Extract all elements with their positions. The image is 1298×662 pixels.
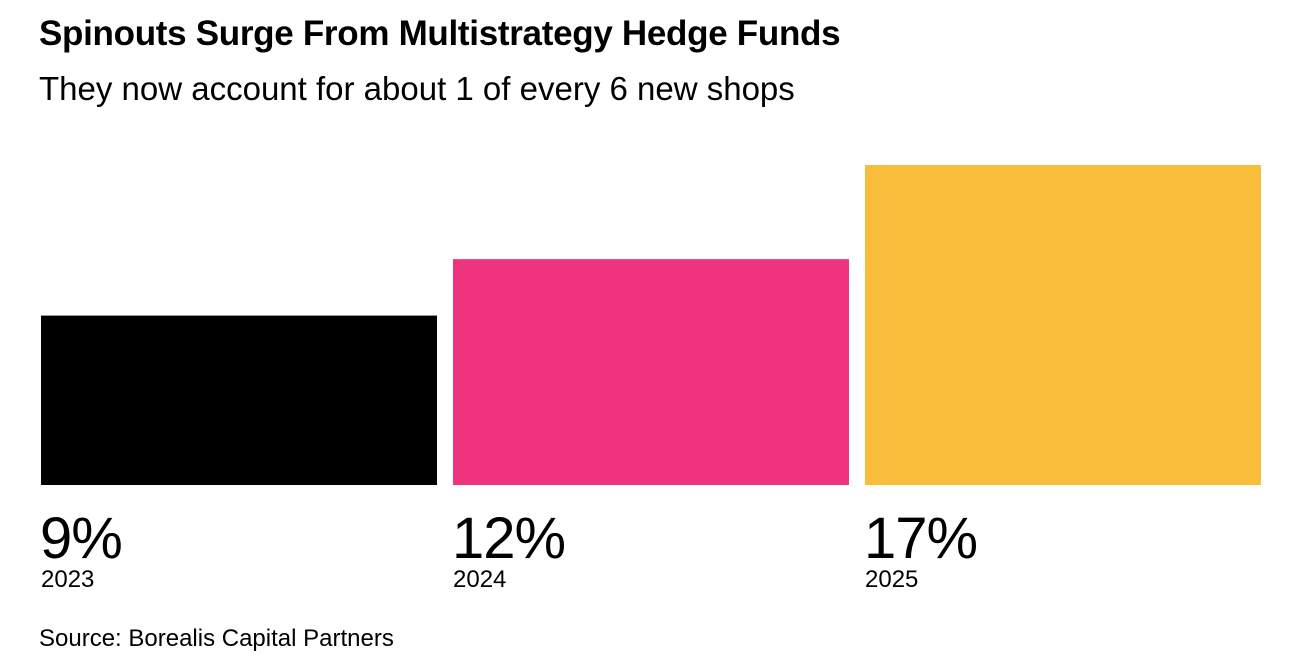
bar-2025 [865, 165, 1261, 485]
category-label-2025: 2025 [865, 566, 918, 593]
source-note: Source: Borealis Capital Partners [39, 625, 394, 652]
value-label-2025: 17% [864, 506, 977, 571]
chart-subtitle: They now account for about 1 of every 6 … [39, 70, 795, 107]
category-label-2024: 2024 [453, 566, 506, 593]
category-label-2023: 2023 [41, 566, 94, 593]
bar-2023 [41, 315, 437, 485]
value-label-2024: 12% [452, 506, 565, 571]
value-label-2023: 9% [40, 506, 122, 571]
bar-2024 [453, 259, 849, 485]
chart-title: Spinouts Surge From Multistrategy Hedge … [39, 14, 841, 53]
